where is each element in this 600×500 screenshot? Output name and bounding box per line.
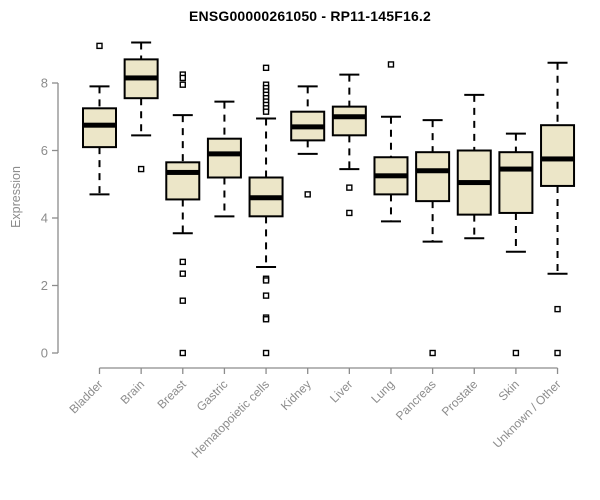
x-tick-label: Breast: [154, 377, 189, 412]
outlier-point: [262, 349, 270, 357]
median-line: [207, 151, 241, 157]
x-tick-label: Brain: [118, 377, 148, 407]
x-tick-label: Hematopoietic cells: [189, 377, 272, 460]
x-tick-label: Liver: [327, 377, 355, 405]
outlier-point: [179, 81, 186, 88]
outlier-point: [179, 258, 186, 266]
outlier-point: [179, 349, 186, 357]
outlier-point: [429, 349, 436, 357]
box: [498, 151, 534, 214]
outlier-point: [262, 316, 270, 323]
box: [415, 151, 451, 203]
outlier-point: [387, 61, 395, 68]
outlier-point: [96, 42, 103, 50]
outlier-point: [346, 209, 353, 217]
x-tick-label: Kidney: [278, 377, 314, 413]
outlier-point: [512, 349, 520, 357]
box: [82, 107, 117, 149]
median-line: [499, 166, 533, 172]
median-line: [249, 195, 283, 201]
outlier-point: [137, 165, 145, 173]
median-line: [416, 168, 450, 174]
outlier-point: [262, 108, 270, 115]
box: [331, 105, 367, 137]
box: [540, 124, 576, 187]
y-tick-label: 0: [41, 346, 48, 361]
x-tick-label: Bladder: [66, 377, 105, 416]
median-line: [166, 169, 200, 175]
outlier-point: [304, 191, 311, 198]
x-tick-label: Lung: [368, 377, 397, 406]
y-tick-label: 6: [41, 143, 48, 158]
outlier-point: [179, 270, 186, 277]
median-line: [457, 180, 491, 186]
x-tick-label: Pancreas: [393, 377, 439, 423]
outlier-point: [554, 349, 561, 357]
median-line: [291, 124, 325, 130]
y-tick-label: 8: [41, 76, 48, 91]
median-line: [83, 122, 116, 128]
chart-title: ENSG00000261050 - RP11-145F16.2: [188, 8, 432, 24]
median-line: [541, 156, 575, 162]
outlier-point: [262, 64, 270, 72]
box: [206, 137, 242, 179]
median-line: [124, 75, 158, 81]
outlier-point: [262, 292, 270, 299]
median-line: [374, 173, 408, 179]
outlier-point: [179, 297, 186, 304]
x-tick-label: Gastric: [194, 377, 231, 414]
outlier-point: [554, 305, 561, 313]
outlier-point: [346, 184, 353, 191]
outlier-point: [179, 74, 186, 82]
outlier-point: [262, 277, 270, 284]
x-tick-label: Prostate: [439, 377, 481, 419]
y-tick-label: 4: [41, 211, 48, 226]
median-line: [332, 114, 366, 120]
x-tick-label: Skin: [496, 377, 522, 403]
box: [165, 161, 201, 201]
y-tick-label: 2: [41, 278, 48, 293]
